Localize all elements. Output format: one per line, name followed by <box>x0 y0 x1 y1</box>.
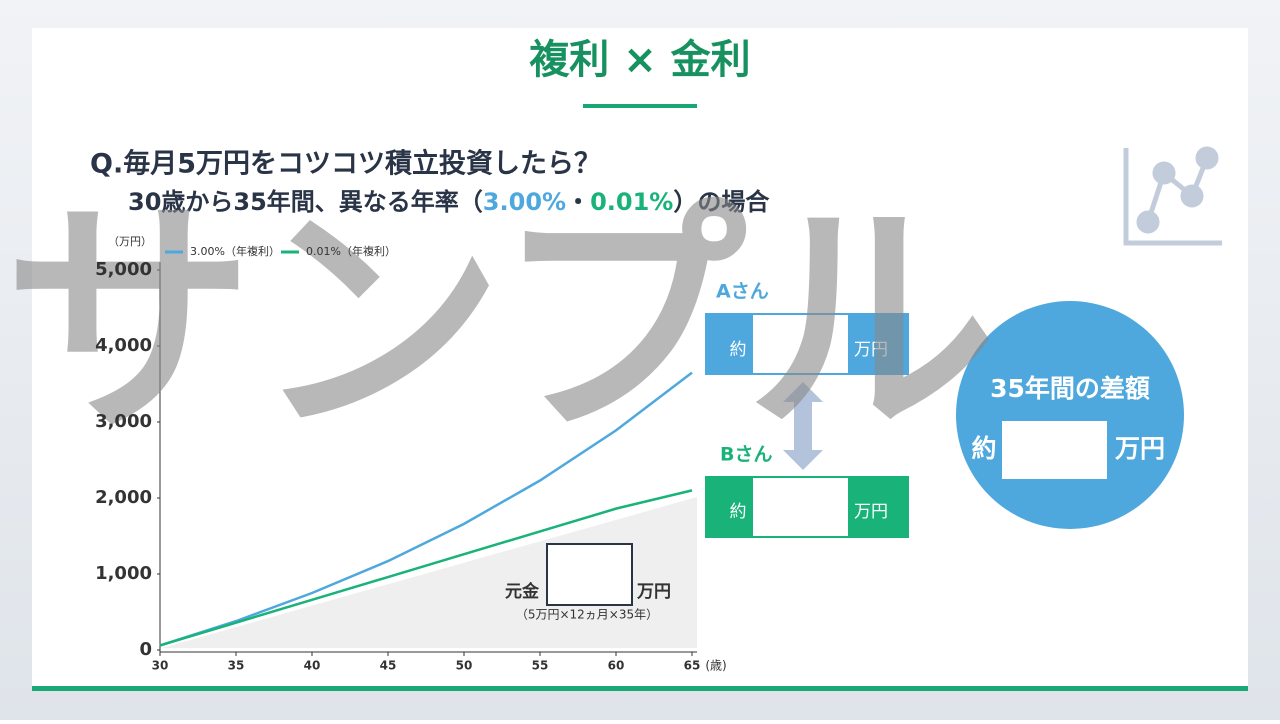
x-tick-label: 35 <box>228 659 245 673</box>
x-tick-label: 40 <box>304 659 321 673</box>
plot <box>157 262 697 656</box>
box-a-unit: 万円 <box>854 340 888 360</box>
title: 複利 × 金利 <box>529 37 750 83</box>
person-a: Aさん <box>716 281 769 303</box>
box-b-approx: 約 <box>730 502 747 522</box>
x-tick-label: 65 <box>684 659 701 673</box>
y-tick-label: 1,000 <box>95 563 152 584</box>
x-tick-label: 50 <box>456 659 473 673</box>
subtitle: 30歳から35年間、異なる年率（3.00%・0.01%）の場合 <box>128 188 770 216</box>
box-b-unit: 万円 <box>854 502 888 522</box>
box-a-blank <box>751 313 850 375</box>
subtitle-part: ）の場合 <box>673 188 770 216</box>
x-tick-label: 30 <box>152 659 169 673</box>
person-b: Bさん <box>720 444 772 466</box>
compare-arrow <box>783 382 823 470</box>
y-tick-label: 0 <box>139 639 152 660</box>
principal-box <box>546 543 633 606</box>
series-line <box>159 371 693 647</box>
series-line <box>159 489 693 647</box>
principal-formula: （5万円×12ヵ月×35年） <box>516 608 658 622</box>
watermark: サンプル <box>4 176 997 467</box>
box-b-blank <box>751 476 850 538</box>
principal-label: 元金 <box>505 581 540 602</box>
chart-icon <box>1123 146 1222 246</box>
bottom-bar <box>32 686 1248 691</box>
difference-title: 35年間の差額 <box>990 374 1150 403</box>
principal-unit: 万円 <box>636 582 671 602</box>
difference-blank <box>1002 421 1107 479</box>
subtitle-part: 30歳から35年間、異なる年率（ <box>128 188 483 216</box>
subtitle-part: ・ <box>566 188 590 216</box>
difference-approx: 約 <box>971 434 996 463</box>
principal-area <box>162 497 697 648</box>
y-tick-label: 4,000 <box>95 335 152 356</box>
x-tick-label: 45 <box>380 659 397 673</box>
subtitle-rate-b: 0.01% <box>590 188 673 216</box>
y-tick-label: 5,000 <box>95 259 152 280</box>
x-unit: (歳) <box>705 659 726 673</box>
y-tick-label: 3,000 <box>95 411 152 432</box>
difference-unit: 万円 <box>1115 434 1165 463</box>
title-underline <box>583 104 697 108</box>
question: Q.毎月5万円をコツコツ積立投資したら？ <box>90 148 601 180</box>
box-a-approx: 約 <box>730 340 747 360</box>
legend-label: 3.00%（年複利） <box>190 244 280 258</box>
y-unit: （万円） <box>108 235 152 248</box>
y-tick-label: 2,000 <box>95 487 152 508</box>
legend-label: 0.01%（年複利） <box>306 244 396 258</box>
x-tick-label: 55 <box>532 659 549 673</box>
subtitle-rate-a: 3.00% <box>483 188 566 216</box>
x-tick-label: 60 <box>608 659 625 673</box>
